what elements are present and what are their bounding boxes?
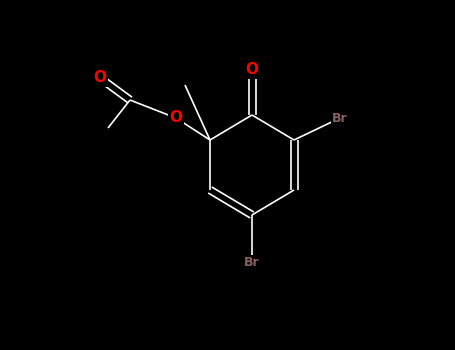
Text: Br: Br <box>244 256 260 268</box>
Text: O: O <box>170 111 182 126</box>
Text: Br: Br <box>332 112 348 125</box>
Text: O: O <box>246 63 258 77</box>
Text: O: O <box>93 70 106 85</box>
